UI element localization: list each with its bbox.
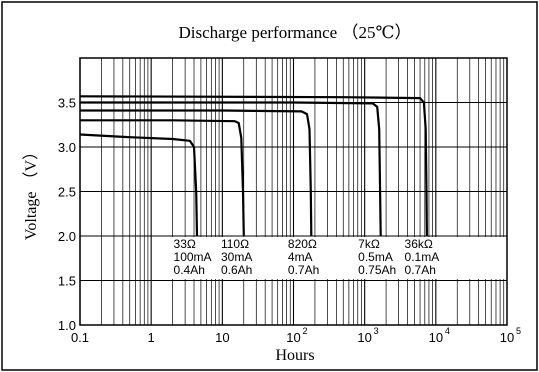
annotation-label: 0.5mA [358, 250, 393, 264]
annotation-label: 110Ω [221, 237, 249, 251]
x-tick-exponent: 2 [303, 326, 308, 336]
annotation-label: 0.7Ah [288, 263, 319, 277]
annotations: 33Ω100mA0.4Ah110Ω30mA0.6Ah820Ω4mA0.7Ah7k… [168, 237, 506, 279]
plot-frame [79, 57, 508, 326]
chart-title: Discharge performance （25℃） [178, 23, 411, 42]
series-lines [79, 95, 428, 237]
annotation-label: 33Ω [174, 237, 196, 251]
annotation-label: 30mA [221, 250, 252, 264]
annotation-label: 0.7Ah [405, 263, 436, 277]
annotation-label: 4mA [288, 250, 313, 264]
annotation-label: 0.75Ah [358, 263, 396, 277]
x-tick-label: 0.1 [71, 330, 89, 345]
y-axis-label: Voltage （V） [22, 144, 40, 240]
annotation-label: 7kΩ [358, 237, 380, 251]
annotation-label: 100mA [174, 250, 212, 264]
x-tick-label: 10 [286, 330, 300, 345]
annotation-band [168, 237, 506, 279]
series-line [79, 95, 428, 237]
x-tick-label: 10 [215, 330, 229, 345]
x-tick-label: 10 [357, 330, 371, 345]
x-tick-exponent: 4 [445, 326, 450, 336]
series-line [80, 109, 313, 237]
series-line [80, 119, 245, 237]
series-line [80, 101, 382, 237]
y-tick-label: 2.5 [58, 185, 76, 200]
y-tick-label: 1.5 [58, 274, 76, 289]
y-tick-label: 3.5 [58, 96, 76, 111]
annotation-label: 0.4Ah [174, 263, 205, 277]
x-tick-label: 10 [429, 330, 443, 345]
x-tick-label: 10 [500, 330, 514, 345]
annotation-label: 36kΩ [405, 237, 433, 251]
y-tick-label: 2.0 [58, 229, 76, 244]
x-tick-label: 1 [148, 330, 155, 345]
y-tick-label: 1.0 [58, 318, 76, 333]
annotation-label: 0.1mA [405, 250, 440, 264]
x-tick-exponent: 5 [516, 326, 521, 336]
tick-labels: 1.01.52.02.53.03.50.1 1 10 10 2 10 3 10 4 10 5 [58, 96, 521, 346]
x-axis-label: Hours [275, 347, 314, 364]
annotation-label: 0.6Ah [221, 263, 252, 277]
series-line [79, 133, 199, 237]
annotation-label: 820Ω [288, 237, 317, 251]
x-tick-exponent: 3 [374, 326, 379, 336]
y-tick-label: 3.0 [58, 140, 76, 155]
